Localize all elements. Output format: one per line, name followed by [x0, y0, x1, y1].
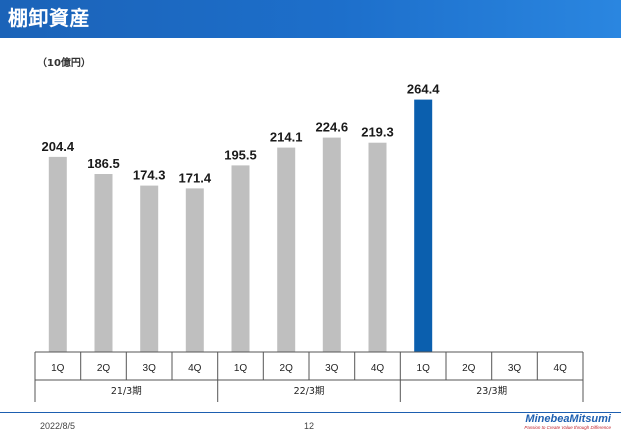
unit-label: （10億円） — [37, 58, 91, 69]
x-tick-label: 2Q — [280, 363, 294, 374]
company-logo: MinebeaMitsumi Passion to Create Value t… — [524, 413, 611, 431]
bar — [231, 165, 250, 352]
bar-value-label: 264.4 — [407, 82, 440, 97]
bar — [185, 188, 204, 352]
x-tick-label: 1Q — [51, 363, 65, 374]
x-tick-label: 3Q — [508, 363, 522, 374]
footer-divider — [0, 412, 621, 413]
bar-value-label: 195.5 — [224, 147, 257, 162]
x-tick-label: 4Q — [188, 363, 202, 374]
bar-value-label: 214.1 — [270, 130, 303, 145]
bar — [368, 142, 387, 352]
bar — [277, 147, 296, 352]
fiscal-year-label: 23/3期 — [476, 386, 507, 397]
page-number: 12 — [304, 421, 315, 431]
title-bar: 棚卸資産 — [0, 0, 621, 38]
x-tick-label: 2Q — [462, 363, 476, 374]
category-axis: 1Q 2Q 3Q 4Q 1Q 2Q 3Q 4Q 1Q 2Q 3Q 4Q 21/3期 22/3期 23/3期 — [34, 351, 584, 402]
value-labels-layer: 204.4 186.5 174.3 171.4 195.5 214.1 224.6 219.3… — [42, 82, 441, 186]
fiscal-year-label: 22/3期 — [294, 386, 325, 397]
bar-value-label: 219.3 — [361, 125, 394, 140]
bar — [94, 174, 113, 352]
x-tick-label: 2Q — [97, 363, 111, 374]
bar — [414, 99, 433, 352]
x-tick-label: 1Q — [417, 363, 431, 374]
bar-value-label: 171.4 — [179, 170, 212, 185]
page-title: 棚卸資産 — [8, 6, 90, 30]
bar-value-label: 186.5 — [87, 156, 120, 171]
x-tick-label: 3Q — [143, 363, 157, 374]
bar — [48, 156, 67, 352]
brand-tagline: Passion to Create Value through Differen… — [524, 425, 611, 430]
x-tick-label: 1Q — [234, 363, 248, 374]
bar-value-label: 174.3 — [133, 168, 166, 183]
bar — [140, 185, 159, 352]
footer-date: 2022/8/5 — [40, 421, 76, 431]
x-tick-label: 4Q — [371, 363, 385, 374]
bar-chart: 204.4 186.5 174.3 171.4 195.5 214.1 224.6 219.3… — [34, 82, 584, 402]
fiscal-year-label: 21/3期 — [111, 386, 142, 397]
bar-value-label: 204.4 — [42, 139, 75, 154]
bar-value-label: 224.6 — [316, 120, 349, 135]
bars-layer — [48, 99, 433, 352]
x-tick-label: 4Q — [554, 363, 568, 374]
bar — [322, 137, 341, 352]
x-tick-label: 3Q — [325, 363, 339, 374]
brand-name: MinebeaMitsumi — [525, 413, 611, 425]
